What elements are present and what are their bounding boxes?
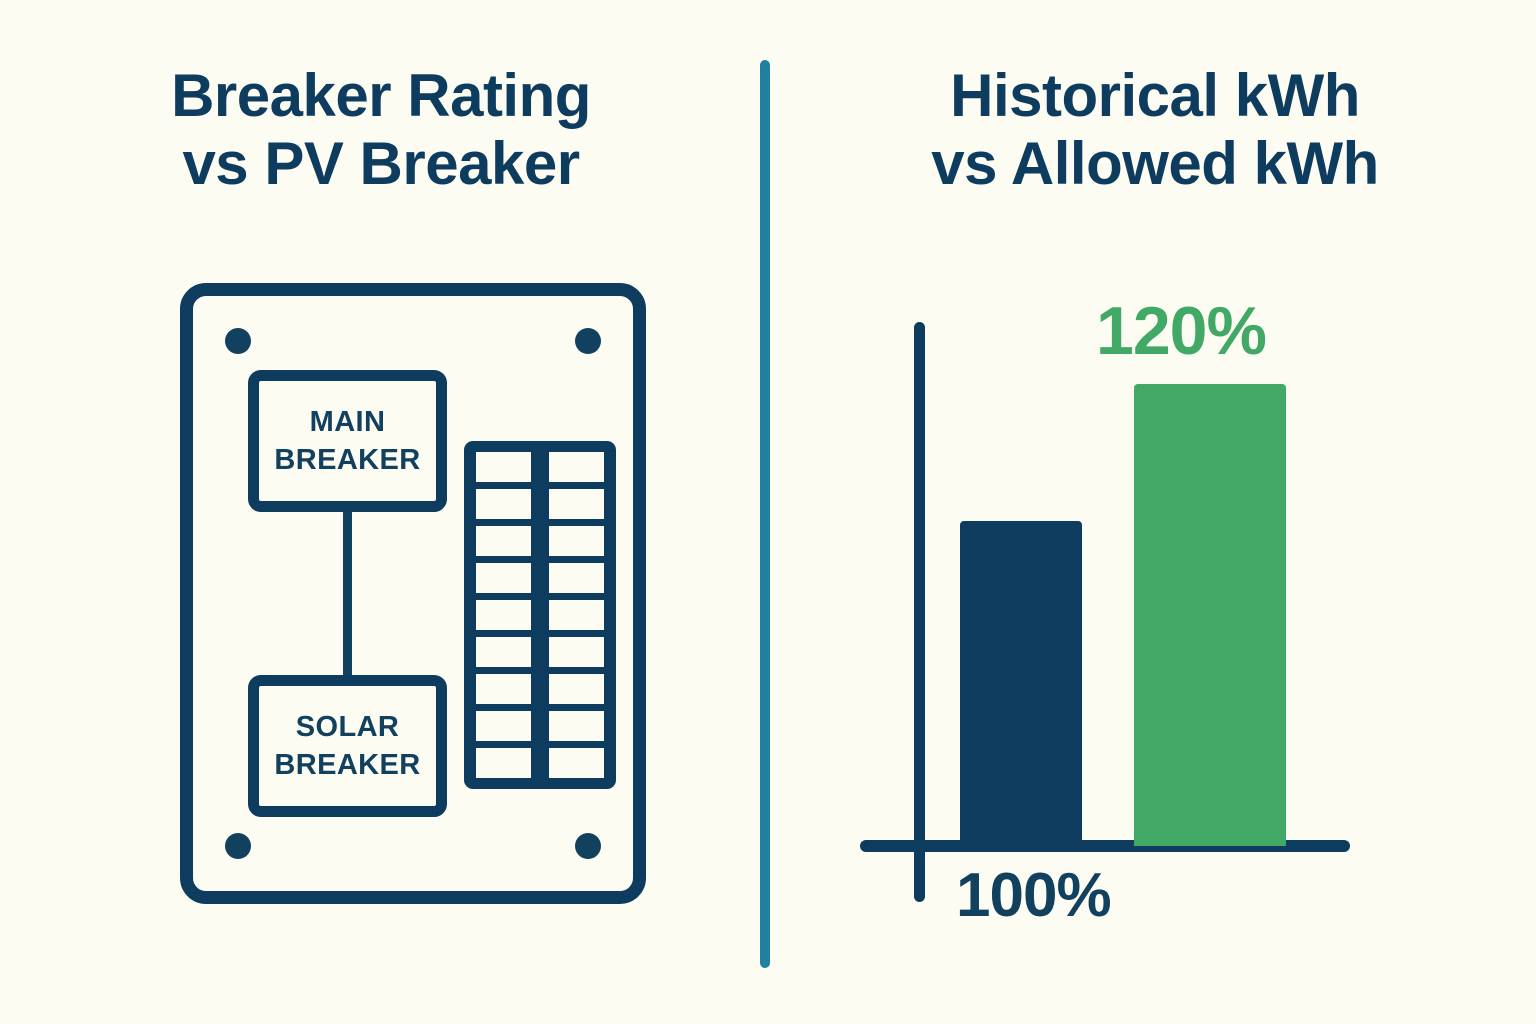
bar-label-historical: 100% <box>956 861 1112 930</box>
bar-chart: 100% 120% <box>774 0 1536 1024</box>
breaker-slot <box>549 674 604 704</box>
breaker-slot <box>549 489 604 519</box>
main-breaker-label-line-1: MAIN <box>309 405 386 438</box>
breaker-slot <box>549 452 604 482</box>
breaker-slot-row <box>476 637 604 667</box>
breaker-slot <box>476 489 531 519</box>
breaker-slot-row <box>476 600 604 630</box>
solar-breaker-label-line-1: SOLAR <box>295 710 400 743</box>
breaker-slot <box>476 600 531 630</box>
service-panel-enclosure: MAIN BREAKER SOLAR BREAKER <box>180 283 646 904</box>
breaker-slot-row <box>476 748 604 778</box>
panel-screw-top-right-icon <box>575 328 601 354</box>
panel-screw-top-left-icon <box>225 328 251 354</box>
breaker-slot-row <box>476 526 604 556</box>
panel-screw-bottom-right-icon <box>575 833 601 859</box>
breaker-slot-row <box>476 711 604 741</box>
left-panel-heading: Breaker Rating vs PV Breaker <box>0 62 762 198</box>
breaker-slot <box>549 563 604 593</box>
bar-label-allowed: 120% <box>1096 293 1267 369</box>
solar-breaker-box: SOLAR BREAKER <box>248 675 447 817</box>
breaker-slot <box>476 711 531 741</box>
breaker-slot <box>476 748 531 778</box>
breaker-slot-row <box>476 674 604 704</box>
breaker-slot <box>549 748 604 778</box>
breaker-slot <box>476 526 531 556</box>
breaker-slot <box>549 711 604 741</box>
panel-screw-bottom-left-icon <box>225 833 251 859</box>
bar-historical-kwh <box>960 521 1082 846</box>
breaker-slot-row <box>476 563 604 593</box>
breaker-slot <box>549 526 604 556</box>
breaker-slot-grid <box>464 441 616 789</box>
breaker-slot-row <box>476 452 604 482</box>
breaker-slot <box>549 600 604 630</box>
breaker-slot <box>549 637 604 667</box>
right-heading-line-2: vs Allowed kWh <box>931 129 1379 197</box>
right-panel-heading: Historical kWh vs Allowed kWh <box>774 62 1536 198</box>
main-breaker-box: MAIN BREAKER <box>248 370 447 512</box>
bar-allowed-kwh <box>1134 384 1286 846</box>
breaker-slot <box>476 637 531 667</box>
left-heading-line-2: vs PV Breaker <box>182 129 580 197</box>
main-breaker-label-line-2: BREAKER <box>274 444 421 476</box>
left-panel: Breaker Rating vs PV Breaker MAIN BREAKE… <box>0 0 762 1024</box>
vertical-divider <box>760 60 770 968</box>
chart-y-axis <box>914 322 925 902</box>
right-heading-line-1: Historical kWh <box>950 62 1360 129</box>
right-panel: Historical kWh vs Allowed kWh 100% 120% <box>774 0 1536 1024</box>
left-heading-line-1: Breaker Rating <box>171 62 591 129</box>
breaker-slot <box>476 674 531 704</box>
solar-breaker-label-line-2: BREAKER <box>274 749 421 781</box>
breaker-slot <box>476 452 531 482</box>
breaker-slot-row <box>476 489 604 519</box>
breaker-slot <box>476 563 531 593</box>
breaker-connector-wire <box>343 504 352 684</box>
